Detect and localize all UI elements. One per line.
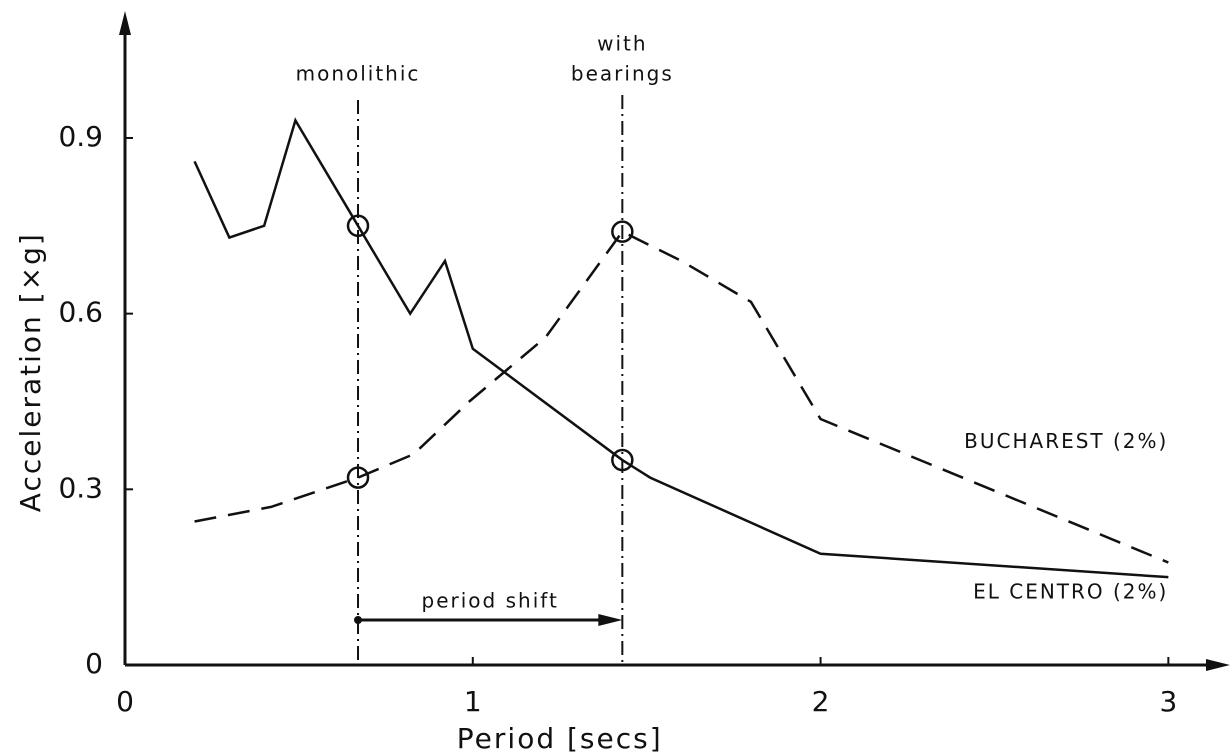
y-tick-label: 0 xyxy=(85,647,103,680)
x-tick-label: 0 xyxy=(116,685,134,718)
intersection-circle xyxy=(346,214,370,238)
marker-label: with xyxy=(597,32,647,56)
y-axis-label: Acceleration [×g] xyxy=(14,232,47,512)
intersection-circle xyxy=(611,448,634,472)
series-line xyxy=(194,230,1169,564)
intersection-circle xyxy=(611,220,634,243)
x-axis-arrow xyxy=(1206,659,1230,671)
shift-arrow-head xyxy=(598,614,623,626)
x-tick-label: 3 xyxy=(1159,685,1177,718)
series-label: EL CENTRO (2%) xyxy=(973,580,1168,604)
y-tick-label: 0.6 xyxy=(58,296,103,329)
x-tick-label: 2 xyxy=(812,685,830,718)
x-tick-label: 1 xyxy=(464,685,482,718)
series-line xyxy=(193,117,1169,579)
series-label: BUCHAREST (2%) xyxy=(964,429,1168,453)
intersection-circle xyxy=(346,466,370,489)
y-tick-label: 0.3 xyxy=(58,471,103,504)
y-tick-label: 0.9 xyxy=(58,120,103,153)
shift-arrow-start xyxy=(354,616,363,624)
x-axis-label: Period [secs] xyxy=(457,722,663,755)
marker-label: bearings xyxy=(571,62,674,86)
marker-label: monolithic xyxy=(296,62,421,86)
y-axis-arrow xyxy=(119,11,131,35)
shift-label: period shift xyxy=(422,589,559,613)
